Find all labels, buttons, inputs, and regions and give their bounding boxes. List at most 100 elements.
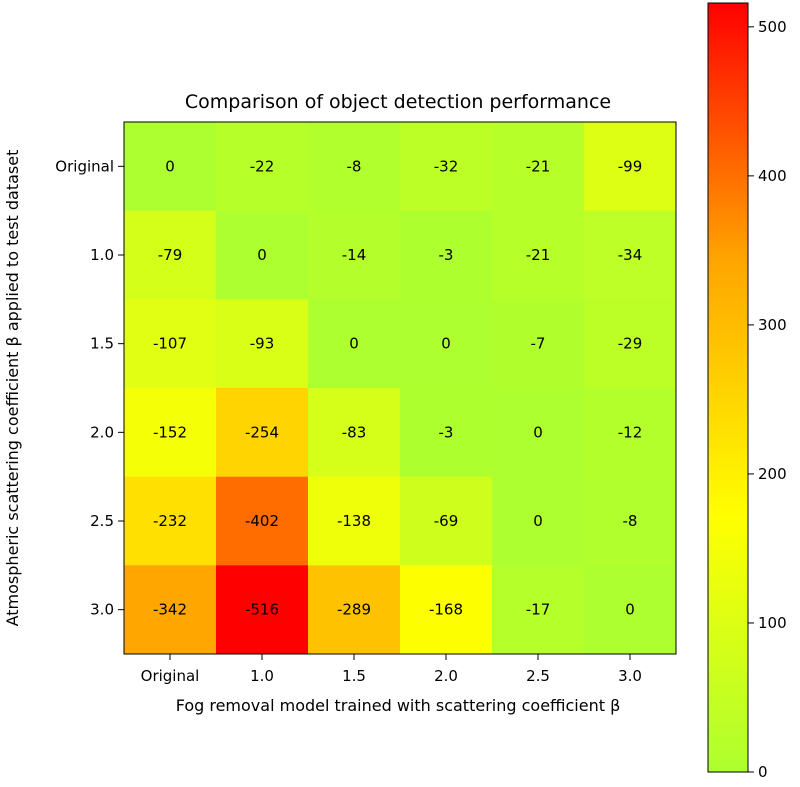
cell-value-label: -79 [158,246,183,264]
cell-value-label: -21 [526,157,551,175]
heatmap-cell [216,476,309,566]
heatmap-cell [400,565,493,655]
cell-value-label: -402 [245,512,279,530]
y-tick-label: 3.0 [90,601,114,619]
cell-value-label: 0 [533,512,543,530]
cell-value-label: -152 [153,423,187,441]
heatmap-cell [308,476,401,566]
cell-value-label: -29 [618,335,643,353]
colorbar-tick-label: 500 [758,18,787,36]
heatmap-cell [216,565,309,655]
cell-value-label: -254 [245,423,279,441]
heatmap-cell [492,388,585,478]
cell-value-label: -69 [434,512,459,530]
heatmap-cell [124,565,217,655]
heatmap-cell [400,122,493,212]
cell-value-label: -342 [153,601,187,619]
heatmap-cell [308,122,401,212]
x-tick-label: 3.0 [618,667,642,685]
x-tick-label: 2.0 [434,667,458,685]
cell-value-label: -22 [250,157,275,175]
y-tick-label: 1.5 [90,335,114,353]
y-tick-label: Original [55,157,114,175]
heatmap-cell [492,299,585,389]
colorbar-tick-label: 200 [758,465,787,483]
cell-value-label: 0 [349,335,359,353]
chart-title: Comparison of object detection performan… [185,91,611,113]
heatmap-cell [400,210,493,300]
cell-value-label: -107 [153,335,187,353]
cell-value-label: 0 [257,246,267,264]
cell-value-label: -8 [347,157,362,175]
heatmap-cell [584,299,677,389]
cell-value-label: -7 [531,335,546,353]
cell-value-label: 0 [165,157,175,175]
heatmap-cell [124,210,217,300]
heatmap-cell [308,388,401,478]
cell-value-label: -138 [337,512,371,530]
cell-value-label: -232 [153,512,187,530]
cell-value-label: -8 [623,512,638,530]
y-tick-label: 2.5 [90,512,114,530]
heatmap-cell [492,210,585,300]
heatmap-cell [124,476,217,566]
colorbar-tick-label: 0 [758,763,768,781]
colorbar-ticks: 0 100 200 300 400 500 [748,18,787,781]
heatmap-cell [584,122,677,212]
heatmap-cell [400,476,493,566]
heatmap-cell [400,299,493,389]
cell-value-label: -289 [337,601,371,619]
heatmap-cell [492,122,585,212]
x-tick-label: 1.5 [342,667,366,685]
heatmap-cell [584,388,677,478]
cell-value-label: -14 [342,246,367,264]
x-axis-label: Fog removal model trained with scatterin… [176,696,621,715]
cell-value-label: 0 [533,423,543,441]
colorbar-tick-label: 300 [758,316,787,334]
x-tick-label: 2.5 [526,667,550,685]
cell-value-label: -83 [342,423,367,441]
cell-value-label: -3 [439,246,454,264]
colorbar-tick-label: 100 [758,614,787,632]
heatmap-cell [400,388,493,478]
heatmap-cell [308,210,401,300]
cell-value-label: 0 [441,335,451,353]
heatmap-cell [492,476,585,566]
heatmap-cell [216,122,309,212]
y-tick-label: 2.0 [90,423,114,441]
cell-value-label: -34 [618,246,643,264]
heatmap-cell [308,565,401,655]
cell-value-label: -93 [250,335,275,353]
y-tick-label: 1.0 [90,246,114,264]
heatmap-cell [216,210,309,300]
heatmap-cell [584,210,677,300]
cell-value-label: -17 [526,601,551,619]
cell-value-label: -12 [618,423,643,441]
x-tick-label: Original [141,667,200,685]
cell-value-label: -516 [245,601,279,619]
heatmap-cell [492,565,585,655]
x-axis-ticks: Original 1.0 1.5 2.0 2.5 3.0 [141,654,642,685]
plot-frame [123,121,677,655]
heatmap-cell [584,476,677,566]
heatmap-cell [124,299,217,389]
heatmap-cell [124,388,217,478]
cell-value-label: -32 [434,157,459,175]
y-axis-label: Atmospheric scattering coefficient β app… [3,150,22,627]
heatmap-cells [124,122,677,655]
colorbar-tick-label: 400 [758,167,787,185]
heatmap-cell-labels: 0 -22 -8 -32 -21 -99 -79 0 -14 -3 -21 -34 -107 -93 0 0 -… [153,157,642,618]
heatmap-cell [216,388,309,478]
y-axis-ticks: Original 1.0 1.5 2.0 2.5 3.0 [55,157,124,619]
heatmap-cell [216,299,309,389]
cell-value-label: 0 [625,601,635,619]
heatmap-cell [584,565,677,655]
cell-value-label: -21 [526,246,551,264]
colorbar [707,2,749,773]
cell-value-label: -99 [618,157,643,175]
x-tick-label: 1.0 [250,667,274,685]
heatmap-cell [124,122,217,212]
cell-value-label: -168 [429,601,463,619]
